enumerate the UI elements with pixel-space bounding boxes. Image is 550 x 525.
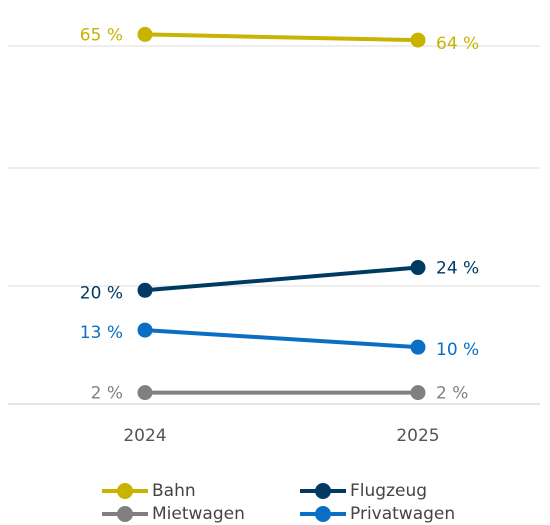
legend-item-bahn: Bahn: [102, 480, 196, 502]
series-line-flugzeug: [143, 265, 420, 293]
legend-item-privatwagen: Privatwagen: [300, 503, 455, 525]
data-point-bahn: [410, 32, 426, 48]
series-line-privatwagen: [143, 328, 420, 350]
legend-item-flugzeug: Flugzeug: [300, 480, 427, 502]
line-chart: 2024 2025 65 % 64 % 20 % 24 % 2 % 2 % 13 % 10 %: [8, 25, 540, 446]
data-point-mietwagen: [410, 385, 426, 401]
series-lines: [143, 32, 420, 395]
data-label-privatwagen: 13 %: [80, 323, 123, 343]
data-label-flugzeug: 20 %: [80, 283, 123, 303]
data-point-mietwagen: [137, 385, 153, 401]
legend-label: Flugzeug: [350, 481, 428, 501]
data-label-privatwagen: 10 %: [436, 340, 479, 360]
x-tick-label: 2025: [396, 426, 439, 446]
data-labels: 65 % 64 % 20 % 24 % 2 % 2 % 13 % 10 %: [80, 25, 479, 403]
legend: Bahn Flugzeug Mietwagen Privatwagen: [102, 480, 502, 525]
data-label-bahn: 65 %: [80, 25, 123, 45]
data-point-bahn: [137, 26, 153, 42]
series-points: [137, 26, 426, 401]
data-point-privatwagen: [410, 339, 426, 355]
legend-marker-mietwagen: [102, 503, 148, 525]
x-tick-label: 2024: [123, 426, 166, 446]
data-point-flugzeug: [137, 282, 153, 298]
legend-marker-flugzeug: [300, 480, 346, 502]
data-label-mietwagen: 2 %: [91, 384, 123, 404]
legend-marker-bahn: [102, 480, 148, 502]
legend-label: Bahn: [152, 481, 196, 501]
data-label-flugzeug: 24 %: [436, 259, 479, 279]
series-line-bahn: [143, 32, 420, 43]
x-axis-ticks: 2024 2025: [123, 426, 439, 446]
gridlines: [8, 45, 540, 405]
legend-label: Privatwagen: [350, 504, 456, 524]
data-label-mietwagen: 2 %: [436, 384, 468, 404]
data-label-bahn: 64 %: [436, 34, 479, 54]
data-point-privatwagen: [137, 322, 153, 338]
legend-item-mietwagen: Mietwagen: [102, 503, 245, 525]
legend-label: Mietwagen: [152, 504, 245, 524]
data-point-flugzeug: [410, 260, 426, 276]
legend-marker-privatwagen: [300, 503, 346, 525]
